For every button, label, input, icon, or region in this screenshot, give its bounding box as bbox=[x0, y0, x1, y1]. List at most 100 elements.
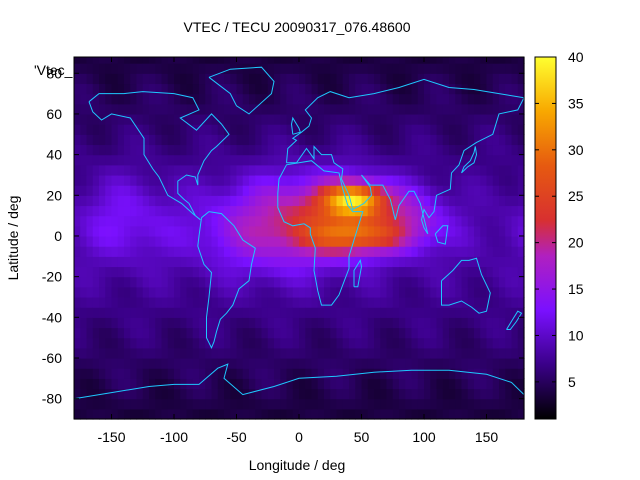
heatmap-cell bbox=[149, 368, 156, 379]
heatmap-cell bbox=[286, 317, 294, 329]
heatmap-cell bbox=[386, 113, 394, 125]
heatmap-cell bbox=[236, 378, 244, 390]
heatmap-cell bbox=[442, 93, 450, 105]
heatmap-cell bbox=[117, 185, 125, 196]
heatmap-cell bbox=[417, 398, 425, 410]
heatmap-cell bbox=[461, 357, 469, 369]
heatmap-cell bbox=[436, 296, 444, 308]
heatmap-cell bbox=[199, 368, 206, 379]
heatmap-cell bbox=[492, 225, 500, 237]
heatmap-cell bbox=[105, 256, 113, 268]
heatmap-cell bbox=[236, 266, 244, 278]
heatmap-cell bbox=[361, 185, 369, 196]
heatmap-cell bbox=[311, 327, 319, 339]
heatmap-cell bbox=[149, 103, 156, 115]
heatmap-cell bbox=[161, 246, 169, 257]
heatmap-cell bbox=[267, 307, 275, 318]
heatmap-cell bbox=[274, 235, 281, 247]
heatmap-cell bbox=[124, 398, 131, 410]
heatmap-cell bbox=[92, 215, 100, 227]
heatmap-cell bbox=[211, 83, 219, 95]
heatmap-cell bbox=[455, 347, 463, 359]
heatmap-cell bbox=[180, 347, 188, 359]
heatmap-cell bbox=[492, 398, 500, 410]
heatmap-cell bbox=[461, 93, 469, 105]
heatmap-cell bbox=[392, 57, 400, 64]
heatmap-cell bbox=[311, 113, 319, 125]
heatmap-cell bbox=[86, 398, 94, 410]
heatmap-cell bbox=[136, 347, 144, 359]
heatmap-cell bbox=[442, 327, 450, 339]
heatmap-cell bbox=[467, 266, 475, 278]
heatmap-cell bbox=[311, 368, 319, 379]
heatmap-cell bbox=[86, 266, 94, 278]
heatmap-cell bbox=[411, 286, 419, 298]
heatmap-cell bbox=[361, 378, 369, 390]
heatmap-cell bbox=[455, 276, 463, 288]
heatmap-cell bbox=[386, 317, 394, 329]
heatmap-cell bbox=[380, 57, 388, 64]
heatmap-cell bbox=[105, 398, 113, 410]
heatmap-cell bbox=[180, 327, 188, 339]
heatmap-cell bbox=[342, 174, 350, 186]
heatmap-cell bbox=[511, 57, 519, 64]
heatmap-cell bbox=[105, 205, 113, 217]
heatmap-cell bbox=[111, 195, 119, 207]
heatmap-cell bbox=[192, 73, 200, 85]
heatmap-cell bbox=[280, 73, 288, 85]
heatmap-cell bbox=[86, 357, 94, 369]
heatmap-cell bbox=[324, 286, 331, 298]
heatmap-cell bbox=[117, 103, 125, 115]
heatmap-cell bbox=[461, 286, 469, 298]
heatmap-cell bbox=[311, 103, 319, 115]
heatmap-cell bbox=[486, 185, 494, 196]
heatmap-cell bbox=[236, 164, 244, 176]
heatmap-cell bbox=[299, 266, 306, 278]
heatmap-cell bbox=[255, 215, 263, 227]
heatmap-cell bbox=[480, 63, 488, 74]
heatmap-cell bbox=[224, 195, 231, 207]
heatmap-cell bbox=[499, 368, 506, 379]
heatmap-cell bbox=[274, 388, 281, 400]
heatmap-cell bbox=[267, 164, 275, 176]
heatmap-cell bbox=[349, 235, 356, 247]
heatmap-cell bbox=[380, 134, 388, 146]
heatmap-cell bbox=[199, 164, 206, 176]
heatmap-cell bbox=[130, 378, 138, 390]
heatmap-cell bbox=[80, 134, 88, 146]
heatmap-cell bbox=[405, 185, 413, 196]
heatmap-cell bbox=[205, 195, 213, 207]
heatmap-cell bbox=[474, 174, 481, 186]
heatmap-cell bbox=[511, 93, 519, 105]
heatmap-cell bbox=[424, 327, 431, 339]
heatmap-cell bbox=[386, 195, 394, 207]
heatmap-cell bbox=[505, 296, 513, 308]
heatmap-cell bbox=[411, 398, 419, 410]
heatmap-cell bbox=[492, 337, 500, 349]
heatmap-cell bbox=[486, 83, 494, 95]
heatmap-cell bbox=[149, 63, 156, 74]
heatmap-cell bbox=[130, 276, 138, 288]
heatmap-cell bbox=[449, 225, 456, 237]
heatmap-cell bbox=[392, 195, 400, 207]
heatmap-cell bbox=[411, 246, 419, 257]
heatmap-cell bbox=[199, 337, 206, 349]
heatmap-cell bbox=[155, 195, 163, 207]
heatmap-cell bbox=[399, 174, 406, 186]
heatmap-cell bbox=[292, 103, 300, 115]
heatmap-cell bbox=[417, 103, 425, 115]
heatmap-cell bbox=[461, 378, 469, 390]
heatmap-cell bbox=[317, 185, 325, 196]
heatmap-cell bbox=[399, 154, 406, 166]
heatmap-cell bbox=[180, 93, 188, 105]
heatmap-cell bbox=[492, 307, 500, 318]
heatmap-cell bbox=[480, 57, 488, 64]
heatmap-cell bbox=[155, 205, 163, 217]
heatmap-cell bbox=[449, 57, 456, 64]
heatmap-cell bbox=[305, 307, 313, 318]
heatmap-cell bbox=[499, 266, 506, 278]
heatmap-cell bbox=[499, 215, 506, 227]
heatmap-cell bbox=[167, 246, 175, 257]
heatmap-cell bbox=[199, 124, 206, 135]
heatmap-cell bbox=[242, 317, 250, 329]
